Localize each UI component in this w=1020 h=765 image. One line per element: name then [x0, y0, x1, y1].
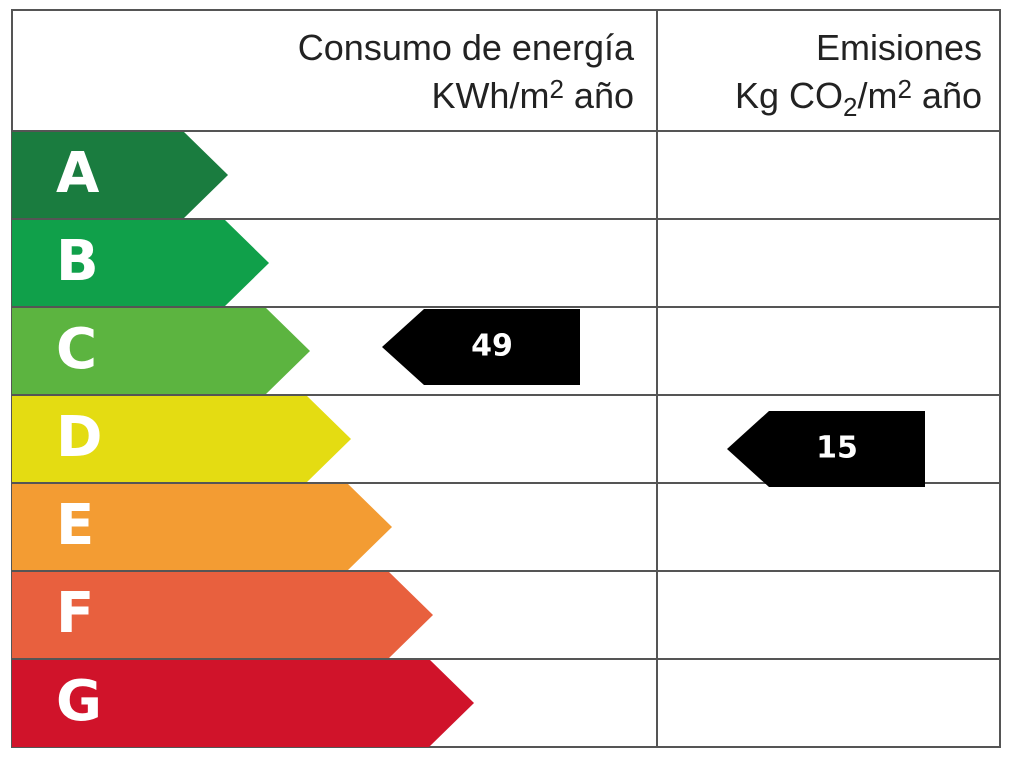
- value-label: 15: [816, 431, 858, 466]
- rating-arrow: [12, 571, 433, 659]
- rating-arrow: [12, 659, 474, 747]
- consumption-title: Consumo de energía: [298, 27, 635, 68]
- unit-sub: 2: [843, 92, 857, 122]
- rating-arrow: [12, 483, 392, 571]
- rating-arrow: [12, 395, 351, 483]
- rating-arrow: [12, 307, 310, 395]
- emissions-unit: Kg CO2/m2 año: [735, 74, 982, 122]
- unit-part: Kg CO: [735, 75, 843, 116]
- value-marker: [727, 411, 925, 487]
- rating-letter: G: [56, 669, 102, 734]
- rating-letter: B: [56, 229, 99, 294]
- rating-arrow: [12, 131, 228, 219]
- unit-sup: 2: [549, 74, 563, 104]
- emissions-title: Emisiones: [816, 27, 982, 68]
- unit-part: año: [564, 75, 634, 116]
- unit-sup: 2: [897, 74, 911, 104]
- unit-part: año: [912, 75, 982, 116]
- unit-part: /m: [857, 75, 897, 116]
- rating-letter: A: [56, 141, 100, 206]
- rating-letter: F: [56, 581, 94, 646]
- unit-part: KWh/m: [431, 75, 549, 116]
- consumption-unit: KWh/m2 año: [431, 74, 634, 116]
- value-marker: [382, 309, 580, 385]
- rating-letter: D: [56, 405, 102, 470]
- value-label: 49: [471, 329, 513, 364]
- rating-letter: C: [56, 317, 97, 382]
- rating-letter: E: [56, 493, 94, 558]
- rating-arrow: [12, 219, 269, 307]
